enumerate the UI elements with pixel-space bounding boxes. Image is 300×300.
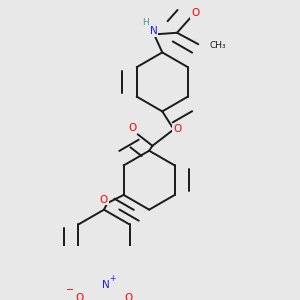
Text: +: +	[109, 274, 116, 283]
Text: O: O	[129, 123, 137, 133]
Text: N: N	[102, 280, 110, 290]
Text: O: O	[124, 293, 133, 300]
Text: CH₃: CH₃	[210, 41, 226, 50]
Text: N: N	[150, 26, 158, 36]
Text: O: O	[173, 124, 181, 134]
Text: O: O	[191, 8, 199, 18]
Text: −: −	[65, 285, 74, 295]
Text: O: O	[75, 293, 83, 300]
Text: H: H	[142, 18, 149, 27]
Text: O: O	[100, 195, 108, 205]
